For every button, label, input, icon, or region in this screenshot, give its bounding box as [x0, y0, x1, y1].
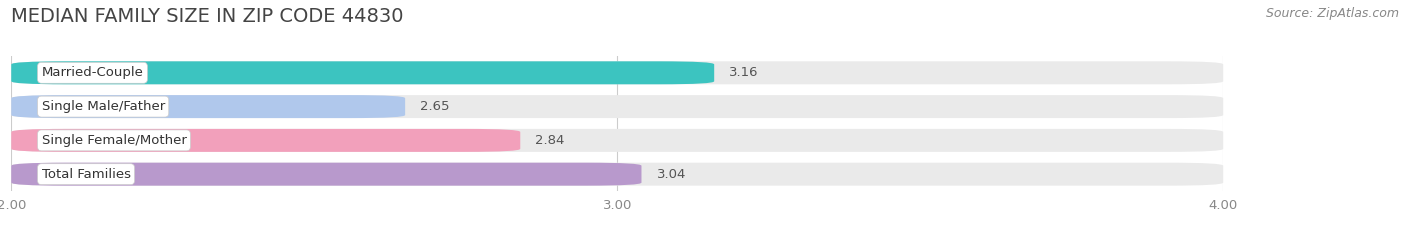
- FancyBboxPatch shape: [11, 95, 1223, 118]
- Text: 3.04: 3.04: [657, 168, 686, 181]
- Text: 2.65: 2.65: [420, 100, 450, 113]
- Text: Single Female/Mother: Single Female/Mother: [42, 134, 187, 147]
- Text: Single Male/Father: Single Male/Father: [42, 100, 165, 113]
- Text: 3.16: 3.16: [730, 66, 759, 79]
- FancyBboxPatch shape: [11, 95, 405, 118]
- Text: MEDIAN FAMILY SIZE IN ZIP CODE 44830: MEDIAN FAMILY SIZE IN ZIP CODE 44830: [11, 7, 404, 26]
- FancyBboxPatch shape: [11, 163, 641, 186]
- Text: 2.84: 2.84: [536, 134, 565, 147]
- Text: Source: ZipAtlas.com: Source: ZipAtlas.com: [1265, 7, 1399, 20]
- FancyBboxPatch shape: [11, 61, 714, 84]
- FancyBboxPatch shape: [11, 129, 1223, 152]
- FancyBboxPatch shape: [11, 61, 1223, 84]
- Text: Total Families: Total Families: [42, 168, 131, 181]
- Text: Married-Couple: Married-Couple: [42, 66, 143, 79]
- FancyBboxPatch shape: [11, 129, 520, 152]
- FancyBboxPatch shape: [11, 163, 1223, 186]
